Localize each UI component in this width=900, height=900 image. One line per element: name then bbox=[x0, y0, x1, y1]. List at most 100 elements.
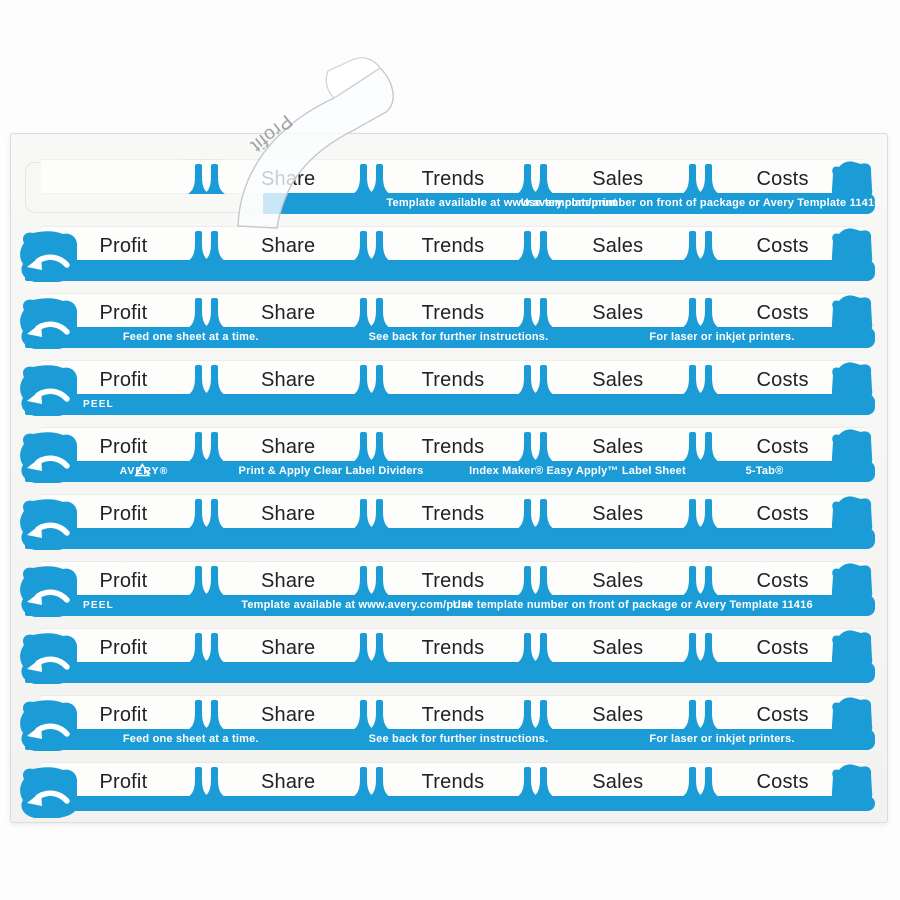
corner-tab-icon bbox=[831, 563, 873, 601]
tab-divider-icon bbox=[352, 231, 390, 261]
tab-label-share: Share bbox=[261, 569, 316, 592]
tab-cell: Profit bbox=[41, 495, 206, 528]
corner-tab-icon bbox=[831, 161, 873, 199]
peel-arrowhead bbox=[27, 591, 42, 605]
tab-divider-icon bbox=[187, 633, 225, 663]
corner-tab-icon bbox=[831, 295, 873, 333]
tab-divider-icon bbox=[517, 566, 555, 596]
peel-arrowhead bbox=[27, 524, 42, 538]
label-bar: AVERY® Print & Apply Clear Label Dividers… bbox=[25, 461, 875, 482]
peel-corner-icon bbox=[20, 365, 78, 416]
tab-label-costs: Costs bbox=[756, 703, 809, 726]
tab-cell: Share bbox=[206, 227, 371, 260]
tab-label-share: Share bbox=[261, 435, 316, 458]
corner-tab-icon bbox=[831, 697, 873, 735]
tab-label-trends: Trends bbox=[421, 703, 485, 726]
tab-cell: Profit bbox=[41, 696, 206, 729]
tab-label-sales: Sales bbox=[592, 368, 644, 391]
tab-divider-icon bbox=[187, 432, 225, 462]
corner-tab-icon bbox=[831, 228, 873, 266]
tab-divider-icon bbox=[682, 767, 720, 797]
tab-label-share: Share bbox=[261, 703, 316, 726]
bar-text-printers: For laser or inkjet printers. bbox=[649, 331, 795, 343]
tab-cell: Share bbox=[206, 629, 371, 662]
tab-cell: Share bbox=[206, 428, 371, 461]
tab-label-share: Share bbox=[261, 502, 316, 525]
tab-cell: Sales bbox=[535, 428, 700, 461]
tab-cell: Sales bbox=[535, 227, 700, 260]
bar-text-see-back: See back for further instructions. bbox=[368, 331, 549, 343]
tab-label-profit: Profit bbox=[99, 502, 148, 525]
tab-label-trends: Trends bbox=[421, 435, 485, 458]
tab-label-share: Share bbox=[261, 301, 316, 324]
peel-corner-icon bbox=[20, 566, 78, 617]
tab-divider-icon bbox=[187, 566, 225, 596]
tab-cell: Sales bbox=[535, 361, 700, 394]
corner-tab-shape bbox=[831, 362, 873, 400]
tab-cell: Profit bbox=[41, 562, 206, 595]
corner-tab-shape bbox=[831, 228, 873, 266]
peel-corner-icon bbox=[20, 298, 78, 349]
tab-label-sales: Sales bbox=[592, 703, 644, 726]
tab-label-sales: Sales bbox=[592, 435, 644, 458]
tab-divider-icon bbox=[187, 365, 225, 395]
tab-divider-icon bbox=[517, 499, 555, 529]
tab-cell: Costs bbox=[700, 227, 865, 260]
tab-label-share: Share bbox=[261, 770, 316, 793]
peel-arrowhead bbox=[27, 390, 42, 404]
tab-cell: Trends bbox=[371, 160, 536, 193]
bar-text-feed: Feed one sheet at a time. bbox=[122, 331, 259, 343]
corner-tab-shape bbox=[831, 697, 873, 735]
tab-cell: Sales bbox=[535, 294, 700, 327]
label-bar: Feed one sheet at a time. See back for fu… bbox=[25, 729, 875, 750]
tab-divider-icon bbox=[187, 298, 225, 328]
bar-text-template-available: Template available at www.avery.com/prin… bbox=[386, 197, 617, 209]
corner-tab-icon bbox=[831, 429, 873, 467]
tab-cell: Trends bbox=[371, 562, 536, 595]
corner-tab-shape bbox=[831, 764, 873, 802]
peeled-label-fold bbox=[325, 57, 381, 99]
tab-cell: Sales bbox=[535, 160, 700, 193]
tab-cell: Profit bbox=[41, 294, 206, 327]
tab-label-costs: Costs bbox=[756, 368, 809, 391]
corner-tab-shape bbox=[831, 295, 873, 333]
tab-cell: Profit bbox=[41, 227, 206, 260]
tab-label-trends: Trends bbox=[421, 167, 485, 190]
tab-divider-icon bbox=[352, 633, 390, 663]
tab-divider-icon bbox=[352, 767, 390, 797]
tab-cell: Costs bbox=[700, 696, 865, 729]
tab-divider-icon bbox=[352, 298, 390, 328]
tab-labels-row: Profit Share Trends Sales Costs bbox=[41, 696, 865, 730]
tab-divider-icon bbox=[517, 365, 555, 395]
tab-label-costs: Costs bbox=[756, 502, 809, 525]
label-strip-row-6: Profit Share Trends Sales Costs bbox=[17, 495, 881, 550]
tab-divider-icon bbox=[682, 231, 720, 261]
corner-tab-shape bbox=[831, 429, 873, 467]
tab-cell: Trends bbox=[371, 629, 536, 662]
peel-corner-icon bbox=[20, 432, 78, 483]
tab-cell: Profit bbox=[41, 361, 206, 394]
tab-label-sales: Sales bbox=[592, 502, 644, 525]
tab-label-share: Share bbox=[261, 368, 316, 391]
label-strip-row-7: PEEL Template available at www.avery.com/… bbox=[17, 562, 881, 617]
tab-cell: Sales bbox=[535, 696, 700, 729]
tab-cell: Sales bbox=[535, 495, 700, 528]
label-strip-row-2: Profit Share Trends Sales Costs bbox=[17, 227, 881, 282]
tab-cell: Share bbox=[206, 294, 371, 327]
avery-logo: AVERY® bbox=[120, 461, 169, 482]
bar-text-tab-config: 5-Tab® bbox=[745, 465, 784, 477]
tab-divider-icon bbox=[682, 432, 720, 462]
tab-divider-icon bbox=[682, 298, 720, 328]
peel-corner-icon bbox=[20, 633, 78, 684]
peel-arrowhead bbox=[27, 658, 42, 672]
bar-text-template-available: Template available at www.avery.com/prin… bbox=[241, 599, 472, 611]
tab-divider-icon bbox=[682, 700, 720, 730]
tab-cell: Share bbox=[206, 763, 371, 796]
tab-divider-icon bbox=[682, 365, 720, 395]
tab-cell: Trends bbox=[371, 227, 536, 260]
label-strip-row-5: AVERY® Print & Apply Clear Label Dividers… bbox=[17, 428, 881, 483]
tab-cell: Costs bbox=[700, 763, 865, 796]
